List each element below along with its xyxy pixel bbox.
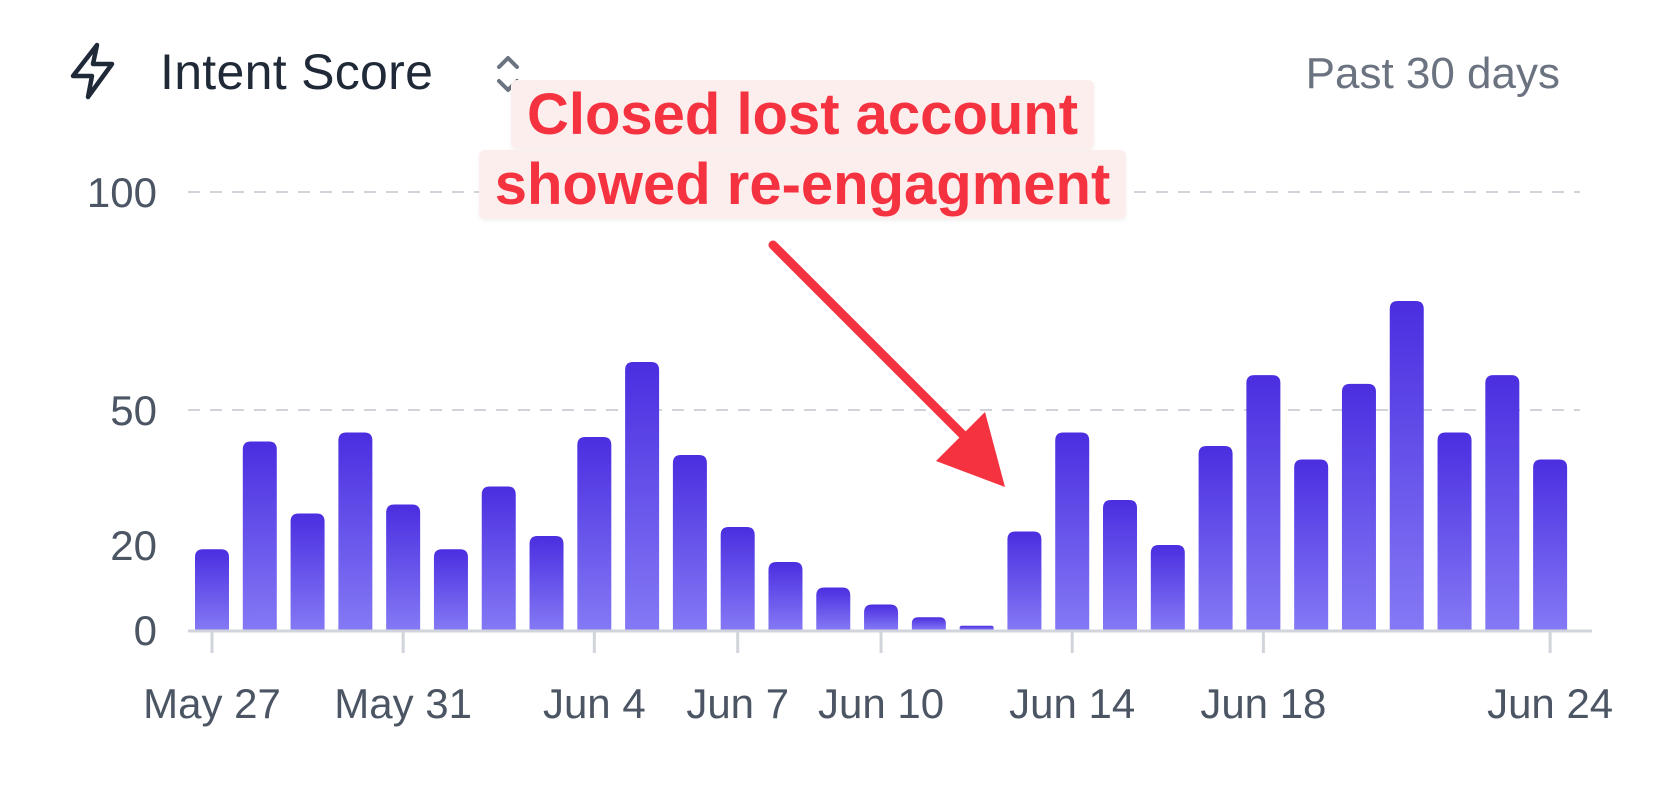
- bar-jun-16[interactable]: [1150, 545, 1185, 630]
- bar-jun-6[interactable]: [672, 455, 707, 630]
- bar-jun-20[interactable]: [1341, 383, 1376, 630]
- x-tick-label: Jun 18: [1200, 680, 1326, 727]
- bar-jun-1[interactable]: [433, 549, 468, 630]
- axes: 0 20 50 100 May 27 May 31 Jun 4 Jun 7 Jun 10 Jun …: [87, 169, 1613, 727]
- bar-may-30[interactable]: [338, 432, 373, 631]
- annotation-callout: Closed lost account showed re-engagment: [470, 80, 1135, 220]
- bar-may-28[interactable]: [242, 441, 277, 631]
- bar-jun-24[interactable]: [1533, 459, 1568, 631]
- y-tick-label: 0: [134, 607, 157, 654]
- bar-jun-15[interactable]: [1103, 500, 1138, 630]
- grid-lines: [188, 191, 1580, 411]
- bar-jun-23[interactable]: [1485, 375, 1520, 630]
- bar-jun-17[interactable]: [1198, 446, 1233, 630]
- y-tick-label: 20: [110, 522, 157, 569]
- bar-may-31[interactable]: [386, 504, 421, 631]
- bar-jun-22[interactable]: [1437, 432, 1472, 631]
- chart-header: Intent Score Past 30 days: [0, 0, 1659, 150]
- bar-jun-4[interactable]: [577, 437, 612, 630]
- bar-jun-14[interactable]: [1055, 432, 1090, 631]
- bar-jun-11[interactable]: [911, 617, 946, 630]
- bar-jun-10[interactable]: [864, 604, 899, 631]
- bar-jun-9[interactable]: [816, 587, 851, 631]
- date-range-label[interactable]: Past 30 days: [1305, 49, 1560, 98]
- bar-jun-13[interactable]: [1007, 531, 1042, 631]
- y-tick-label: 100: [87, 169, 157, 216]
- x-tick-label: Jun 24: [1487, 680, 1613, 727]
- y-tick-label: 50: [110, 387, 157, 434]
- x-tick-label: Jun 10: [818, 680, 944, 727]
- bar-jun-8[interactable]: [768, 562, 803, 630]
- x-tick-label: May 31: [334, 680, 472, 727]
- bar-jun-18[interactable]: [1246, 375, 1281, 630]
- lightning-bolt-icon: [70, 42, 115, 100]
- bar-jun-3[interactable]: [529, 536, 564, 630]
- annotation-line-2: showed re-engagment: [478, 150, 1127, 219]
- x-tick-label: Jun 7: [686, 680, 789, 727]
- chart-title: Intent Score: [160, 44, 434, 100]
- bar-jun-21[interactable]: [1389, 301, 1424, 630]
- bar-jun-19[interactable]: [1294, 459, 1329, 631]
- x-tick-label: Jun 14: [1009, 680, 1135, 727]
- bar-jun-2[interactable]: [481, 486, 516, 631]
- x-tick-label: Jun 4: [543, 680, 646, 727]
- x-tick-label: May 27: [143, 680, 281, 727]
- bar-may-27[interactable]: [195, 549, 229, 630]
- bar-jun-12[interactable]: [959, 625, 994, 630]
- bar-may-29[interactable]: [290, 513, 325, 631]
- annotation-line-1: Closed lost account: [510, 80, 1095, 149]
- bars: [195, 301, 1568, 631]
- bar-jun-7[interactable]: [720, 527, 755, 630]
- bar-jun-5[interactable]: [625, 362, 660, 630]
